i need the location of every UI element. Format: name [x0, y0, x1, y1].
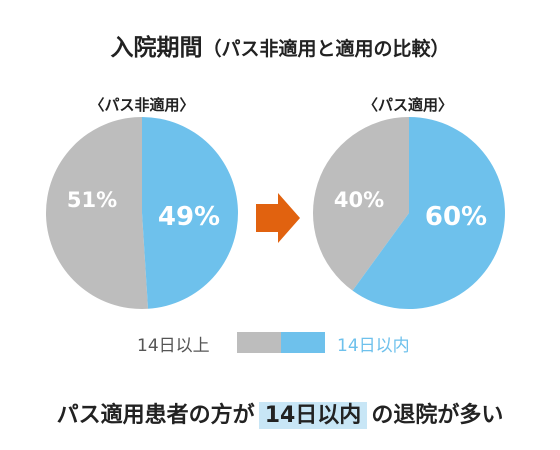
legend-swatch-within-14 — [281, 332, 325, 353]
pie-data-label-over-14: 40% — [334, 188, 384, 212]
pie-slice-over-14 — [312, 117, 409, 291]
legend-swatch-over-14 — [237, 332, 281, 353]
chart-title-sub: （パス非適用と適用の比較） — [202, 38, 450, 60]
conclusion-text: パス適用患者の方が 14日以内 の退院が多い — [0, 397, 560, 429]
conclusion-highlight: 14日以内 — [258, 402, 368, 429]
legend-label-over-14: 14日以上 — [137, 336, 210, 356]
pie-chart-pathway: 40% 60% — [312, 117, 505, 309]
pie-slice-over-14 — [45, 117, 149, 309]
pie-slice-within-14 — [142, 117, 238, 309]
conclusion-after: の退院が多い — [371, 403, 504, 428]
pie-slice-within-14 — [352, 117, 505, 309]
pie-data-label-over-14: 51% — [67, 188, 117, 212]
pie-data-label-within-14: 49% — [158, 202, 220, 232]
conclusion-before: パス適用患者の方が — [56, 403, 255, 428]
chart-title: 入院期間（パス非適用と適用の比較） — [0, 28, 560, 62]
right-arrow-icon — [256, 193, 300, 243]
chart-title-main: 入院期間 — [110, 35, 203, 61]
pie-caption-non-pathway: 〈パス非適用〉 — [89, 96, 195, 114]
pie-chart-non-pathway: 51% 49% — [45, 117, 238, 309]
pie-caption-pathway: 〈パス適用〉 — [362, 96, 453, 114]
legend-label-within-14: 14日以内 — [337, 336, 410, 356]
pie-data-label-within-14: 60% — [425, 202, 487, 232]
